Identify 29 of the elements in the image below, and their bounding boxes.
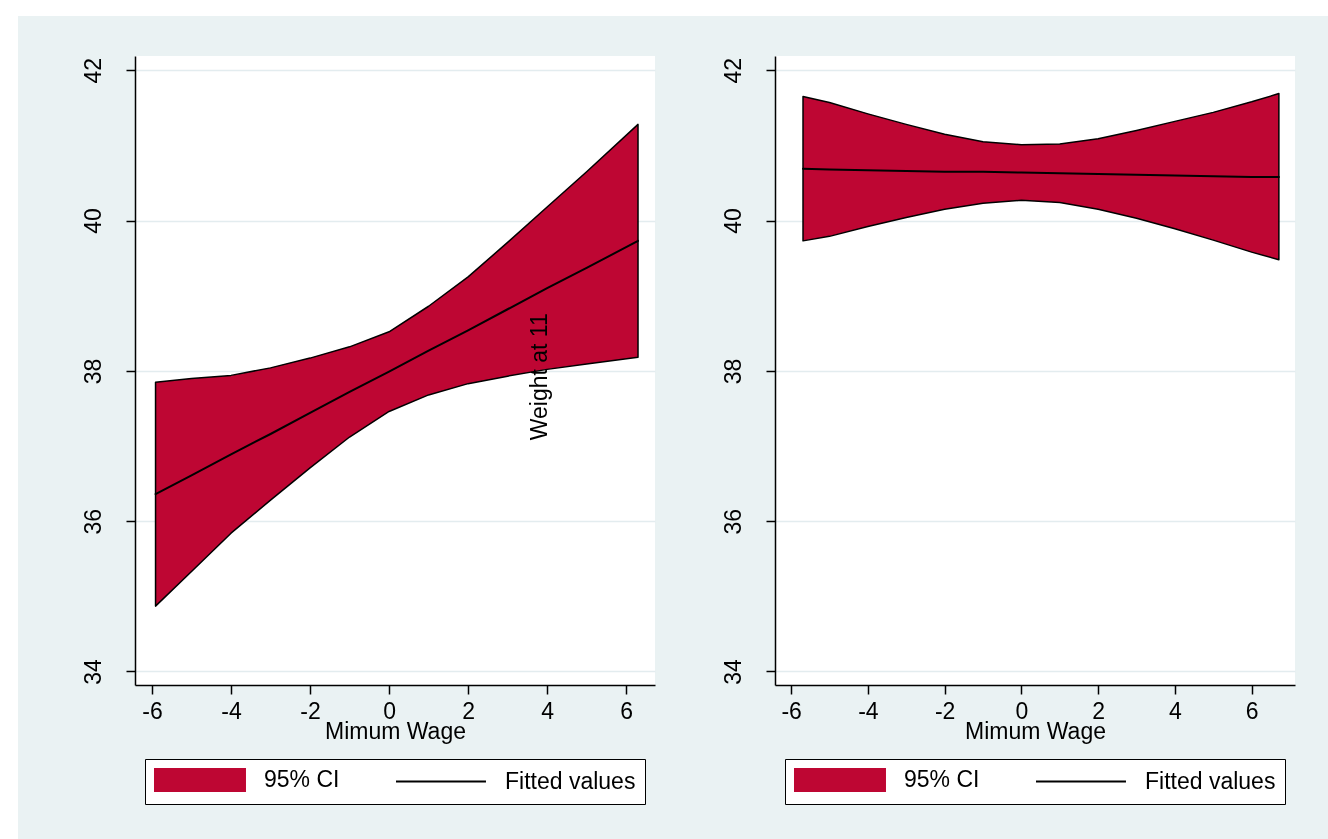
x-tick-label: 6 <box>1245 697 1259 724</box>
y-tick-label: 42 <box>719 57 746 84</box>
legend-label: 95% CI <box>904 766 980 792</box>
x-tick-label: 2 <box>1092 697 1106 724</box>
y-tick-label: 36 <box>79 508 106 535</box>
legend-label: Fitted values <box>505 767 636 794</box>
y-tick-label: 38 <box>719 358 746 385</box>
x-tick-label: -6 <box>781 697 802 724</box>
x-tick-label: -4 <box>858 697 879 724</box>
y-tick-label: 34 <box>79 658 106 685</box>
x-tick-label: 4 <box>1168 697 1182 724</box>
y-axis-title: Weight at 11 <box>525 313 552 441</box>
x-tick-label: -6 <box>142 697 163 724</box>
x-tick-label: 4 <box>541 697 555 724</box>
legend-label: Fitted values <box>1145 767 1276 794</box>
x-tick-label: 2 <box>462 697 475 724</box>
x-tick-label: -2 <box>934 697 956 724</box>
y-tick-label: 42 <box>79 57 106 84</box>
legend-label: 95% CI <box>264 766 340 792</box>
y-tick-label: 40 <box>719 208 746 234</box>
y-tick-label: 34 <box>719 658 746 685</box>
y-tick-label: 38 <box>79 358 106 385</box>
y-tick-label: 40 <box>79 208 106 234</box>
y-tick-label: 36 <box>719 508 746 535</box>
x-tick-label: -2 <box>300 697 321 724</box>
x-tick-label: 0 <box>1015 697 1029 724</box>
x-tick-label: 6 <box>620 697 634 724</box>
x-tick-label: -4 <box>221 697 242 724</box>
x-tick-label: 0 <box>383 697 396 724</box>
